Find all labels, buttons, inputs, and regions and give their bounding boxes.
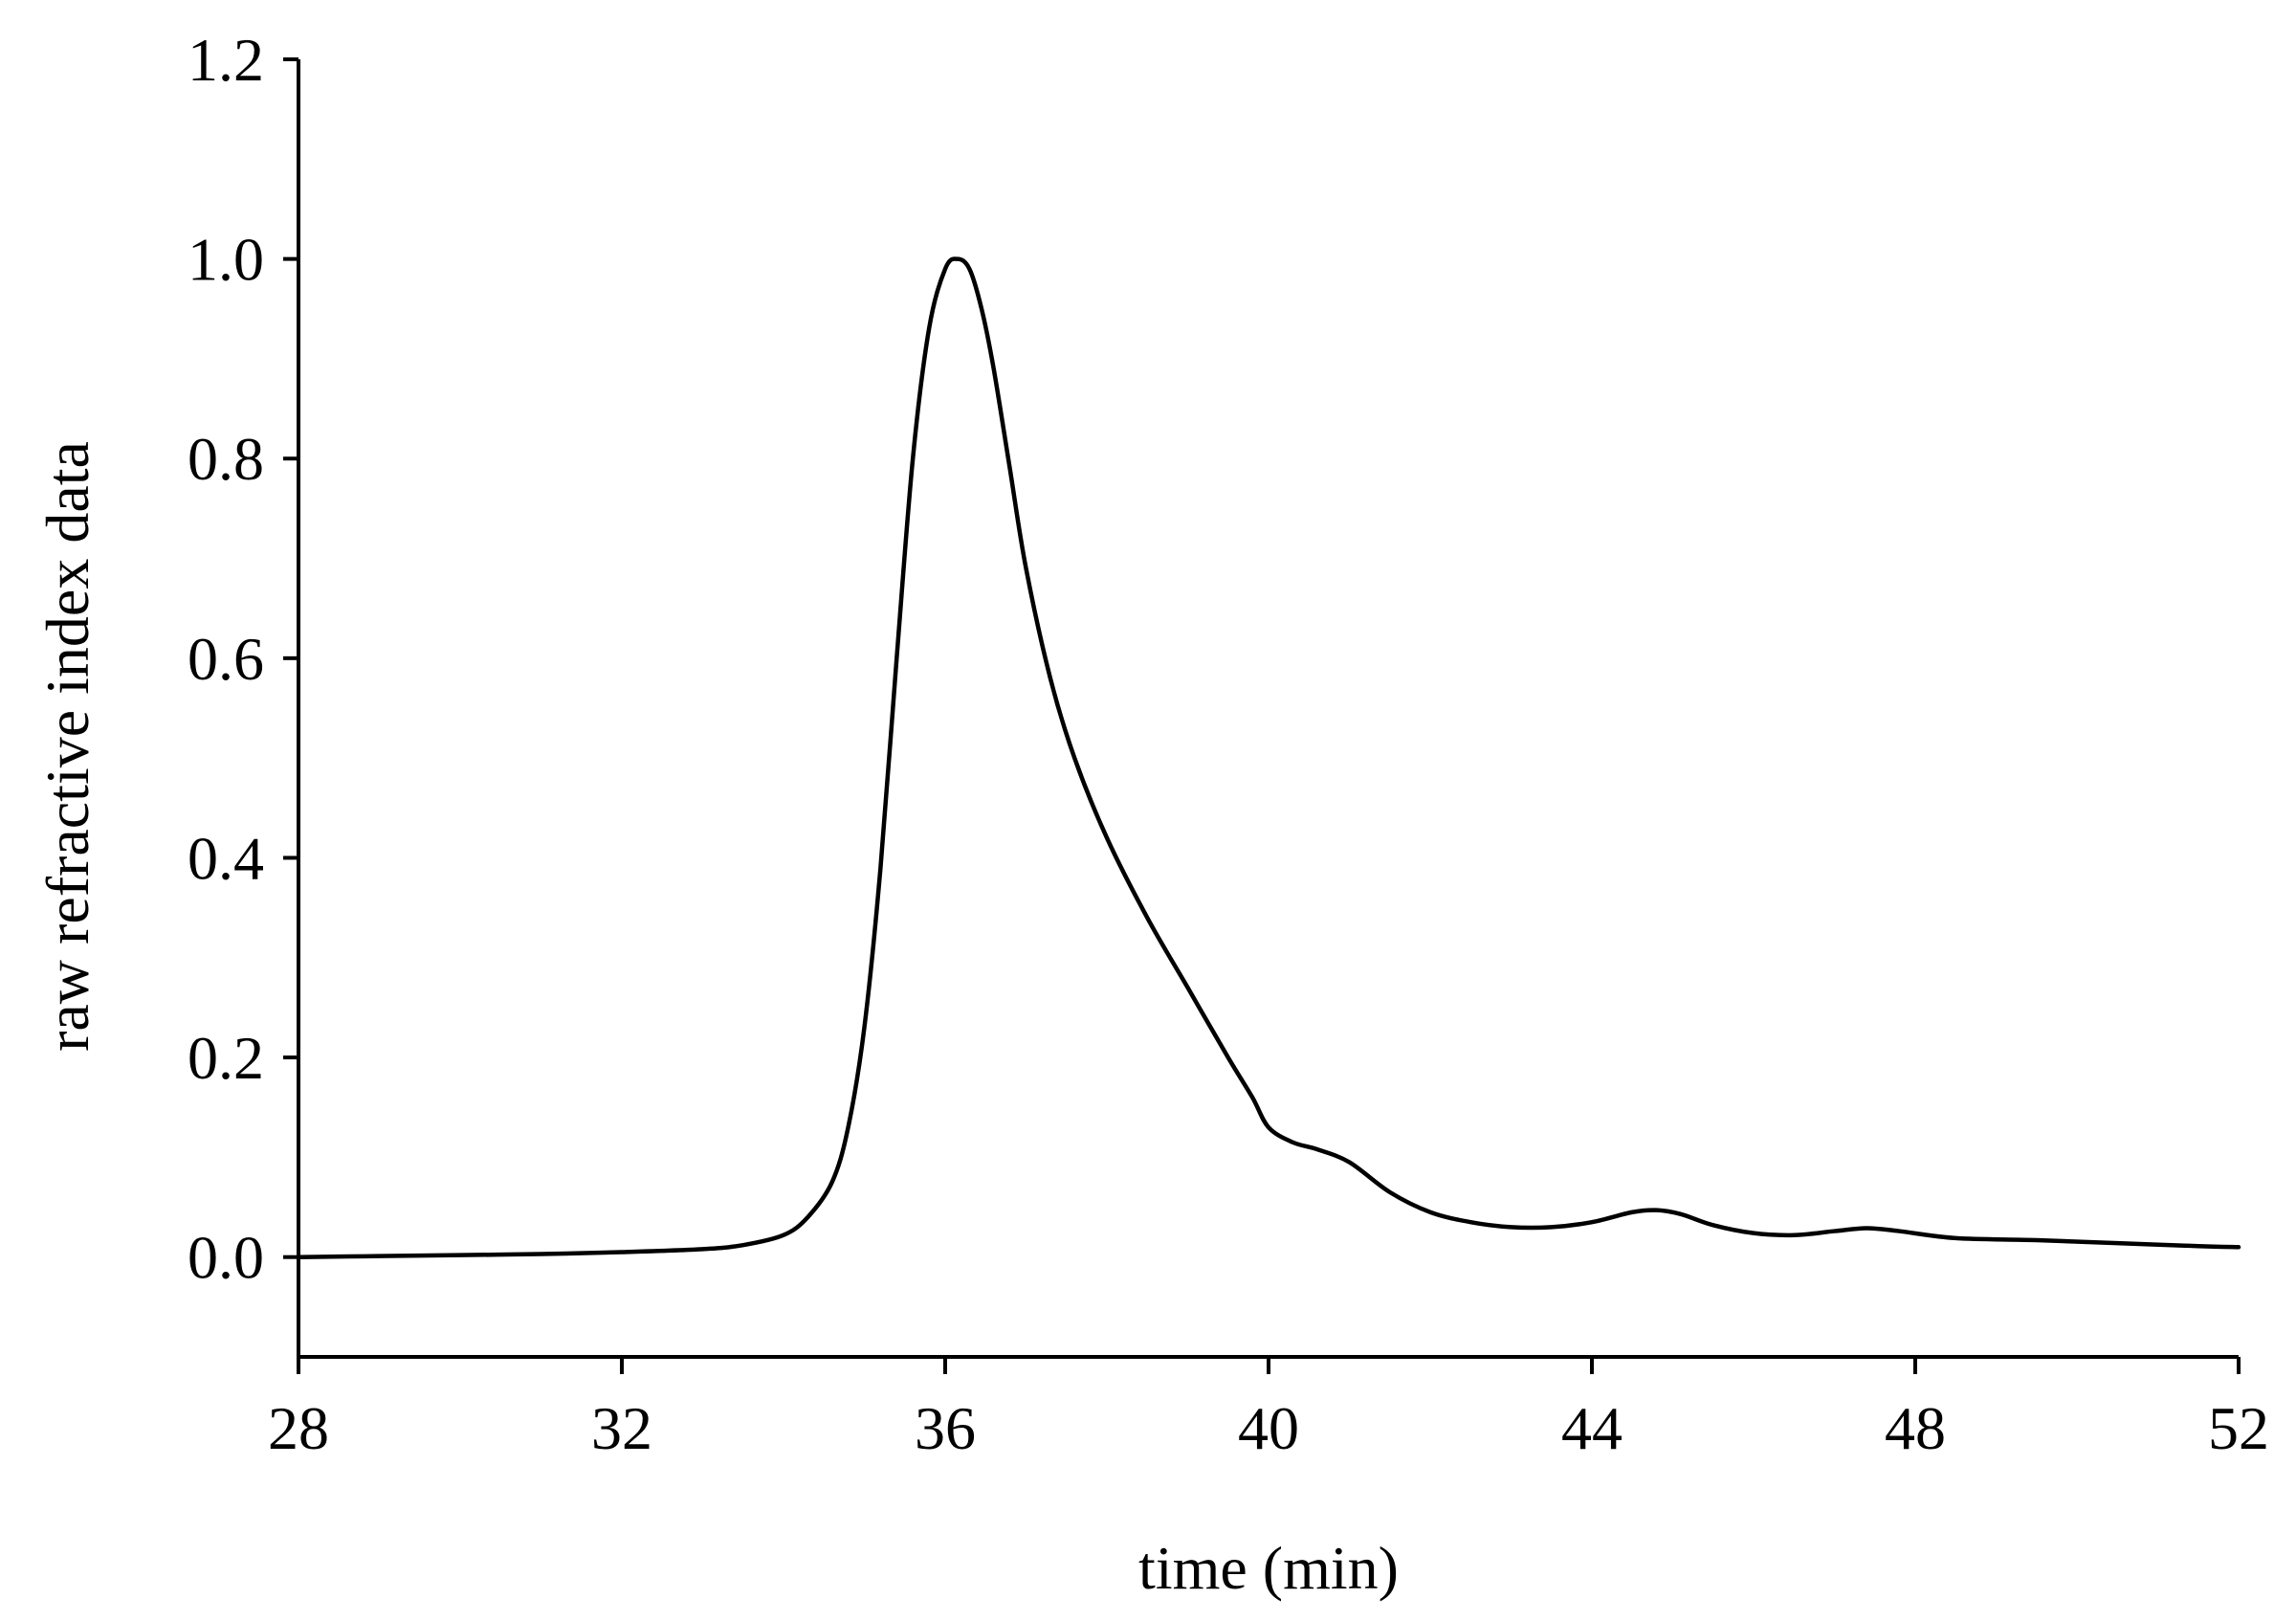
y-ticks: 0.0 0.2 0.4 0.6 0.8 1.0 1.2 bbox=[188, 26, 298, 1292]
x-tick-label: 28 bbox=[268, 1394, 329, 1462]
y-tick-label: 0.6 bbox=[188, 625, 264, 693]
axes bbox=[297, 59, 2239, 1359]
y-tick-label: 1.0 bbox=[188, 226, 264, 294]
x-ticks: 28 32 36 40 44 48 52 bbox=[268, 1357, 2269, 1462]
x-tick-label: 36 bbox=[915, 1394, 976, 1462]
y-tick-label: 0.2 bbox=[188, 1024, 264, 1092]
x-tick-label: 52 bbox=[2208, 1394, 2269, 1462]
y-axis-title: raw refractive index data bbox=[33, 441, 101, 1052]
x-axis-title: time (min) bbox=[1138, 1534, 1399, 1602]
series-line bbox=[296, 256, 2241, 1259]
x-tick-label: 40 bbox=[1238, 1394, 1299, 1462]
x-tick-label: 32 bbox=[591, 1394, 652, 1462]
y-tick-label: 0.4 bbox=[188, 824, 264, 892]
y-tick-label: 1.2 bbox=[188, 26, 264, 94]
y-tick-label: 0.8 bbox=[188, 425, 264, 493]
x-tick-label: 44 bbox=[1561, 1394, 1623, 1462]
series-group bbox=[296, 256, 2241, 1259]
x-tick-label: 48 bbox=[1885, 1394, 1946, 1462]
y-tick-label: 0.0 bbox=[188, 1224, 264, 1292]
